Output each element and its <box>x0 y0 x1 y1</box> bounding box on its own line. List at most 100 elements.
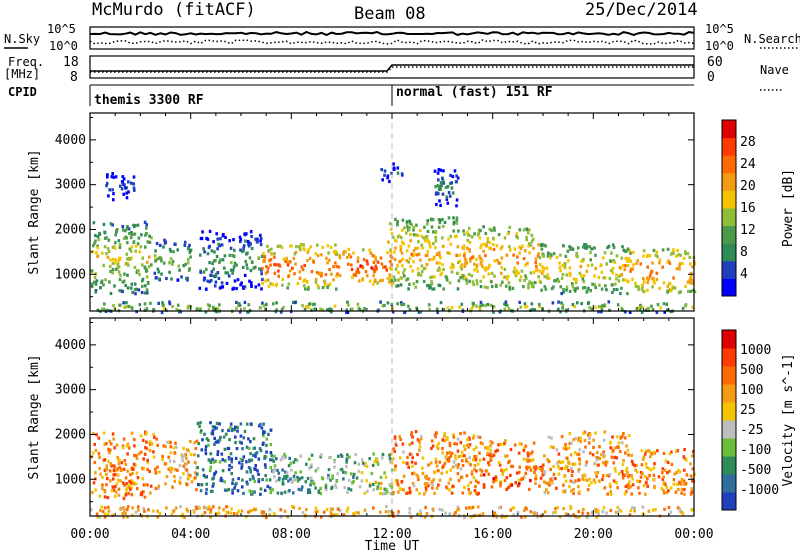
power-cell <box>534 260 537 264</box>
velocity-cell <box>495 478 499 482</box>
power-cell <box>139 245 143 249</box>
power-cell <box>437 225 441 229</box>
power-cell <box>610 251 613 255</box>
power-cell <box>407 260 410 264</box>
velocity-cell <box>261 431 265 436</box>
velocity-cell <box>316 509 320 513</box>
power-cell <box>150 236 153 240</box>
power-cell <box>408 219 412 223</box>
velocity-cell <box>99 508 102 513</box>
velocity-cell <box>531 458 535 462</box>
power-cell <box>284 259 287 264</box>
velocity-cell <box>98 466 101 471</box>
velocity-cell <box>154 467 157 471</box>
velocity-cell <box>581 477 584 481</box>
power-cell <box>650 270 653 274</box>
power-cell <box>94 234 97 238</box>
power-cell <box>334 243 337 247</box>
velocity-cell <box>123 510 126 514</box>
power-cell <box>109 291 113 296</box>
velocity-cell <box>492 453 496 457</box>
y-tick-label: 3000 <box>55 383 86 398</box>
velocity-cell <box>394 478 398 483</box>
power-cell <box>437 178 440 182</box>
velocity-cell <box>376 485 380 489</box>
velocity-cell <box>601 474 605 478</box>
velocity-cell <box>143 495 147 499</box>
power-cell <box>692 288 695 292</box>
power-cell <box>686 280 690 284</box>
velocity-cell <box>280 491 283 495</box>
velocity-cell <box>684 482 688 486</box>
power-cell <box>265 302 268 306</box>
velocity-cell <box>247 510 250 514</box>
velocity-cell <box>569 453 573 457</box>
power-cell <box>103 231 107 235</box>
power-cell <box>431 257 434 261</box>
velocity-cell <box>334 513 338 517</box>
velocity-cell <box>345 460 348 464</box>
power-cell <box>434 246 437 250</box>
power-cell <box>294 262 297 266</box>
power-cell <box>126 241 129 245</box>
power-cell <box>328 282 332 286</box>
power-cell <box>128 257 132 261</box>
power-cell <box>525 228 529 232</box>
velocity-cell <box>392 511 395 515</box>
velocity-cell <box>517 470 521 474</box>
velocity-cell <box>211 457 214 461</box>
power-cell <box>231 268 235 272</box>
power-cell <box>262 259 265 263</box>
velocity-cell <box>489 440 493 444</box>
velocity-cell <box>551 476 554 480</box>
power-cell <box>106 255 110 259</box>
velocity-cell <box>621 476 625 480</box>
power-cell <box>131 290 134 294</box>
power-cell <box>475 279 479 283</box>
velocity-cell <box>680 491 683 495</box>
velocity-cell <box>249 440 252 444</box>
velocity-cell <box>644 449 648 453</box>
velocity-cell <box>494 513 498 517</box>
power-cell <box>218 286 222 290</box>
power-cell <box>262 304 266 308</box>
velocity-cell <box>98 494 102 498</box>
velocity-cell <box>587 433 590 437</box>
power-cell <box>525 235 528 240</box>
velocity-cell <box>525 467 529 471</box>
power-cell <box>642 279 646 283</box>
velocity-cell <box>612 461 616 465</box>
power-cell <box>648 254 652 258</box>
velocity-cell <box>453 512 456 517</box>
power-cell <box>361 248 365 252</box>
power-cell <box>168 270 171 274</box>
velocity-cell <box>678 509 682 513</box>
power-cell <box>252 266 256 270</box>
velocity-cell <box>568 485 571 489</box>
velocity-cell <box>550 479 554 483</box>
velocity-cell <box>207 443 210 447</box>
power-cell <box>585 244 589 248</box>
velocity-cell <box>111 477 115 481</box>
velocity-cell <box>638 479 642 484</box>
y-tick-label: 3000 <box>55 178 86 193</box>
velocity-cell <box>476 462 480 466</box>
velocity-cell <box>478 435 482 439</box>
velocity-cell <box>199 489 203 493</box>
velocity-cell <box>479 468 482 472</box>
power-cell <box>292 256 296 261</box>
velocity-cell <box>156 515 160 519</box>
velocity-cell <box>262 510 265 514</box>
power-cell <box>486 236 490 241</box>
power-cell <box>559 285 563 289</box>
velocity-cell <box>557 460 561 464</box>
power-cell <box>610 269 613 273</box>
power-cell <box>314 252 318 256</box>
velocity-cell <box>211 484 215 488</box>
velocity-cell <box>126 452 129 456</box>
power-cell <box>475 282 479 286</box>
power-cell <box>374 264 378 268</box>
velocity-cell <box>121 444 125 448</box>
power-cell <box>439 203 442 207</box>
power-cell <box>332 278 335 282</box>
